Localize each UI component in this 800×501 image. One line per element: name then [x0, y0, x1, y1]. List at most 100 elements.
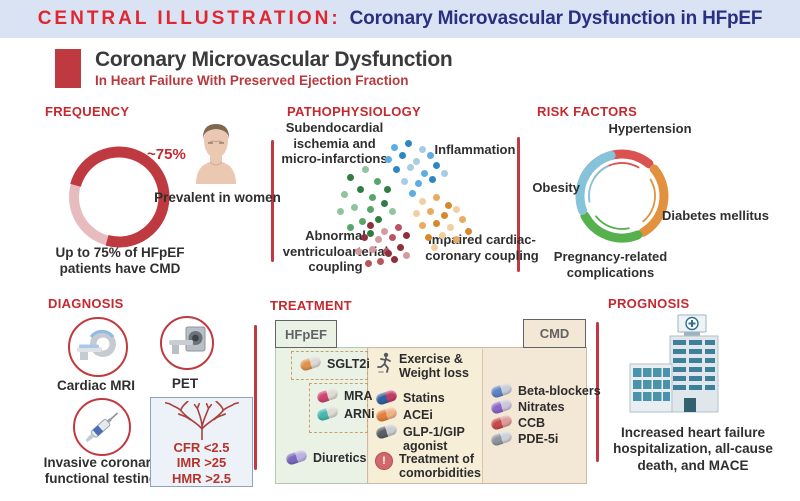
pathophysiology-dot	[395, 224, 402, 231]
pet-badge	[160, 316, 214, 370]
treatment-row-exercise: Exercise & Weight loss	[377, 352, 481, 381]
pathophysiology-dot	[403, 252, 410, 259]
risk-label-obesity: Obesity	[532, 180, 580, 195]
syringe-icon	[85, 412, 119, 443]
banner-prefix: CENTRAL ILLUSTRATION:	[37, 8, 341, 29]
comorbidities-label: Treatment of comorbidities	[399, 452, 481, 481]
treatment-row-arni: ARNi	[315, 405, 375, 422]
ccb-capsule-icon	[489, 414, 514, 431]
pathophysiology-dot	[433, 220, 440, 227]
diuretics-capsule-icon	[284, 449, 309, 466]
arni-label: ARNi	[344, 407, 375, 421]
pathophysiology-dot	[367, 222, 374, 229]
pathophysiology-dot	[433, 162, 440, 169]
pathophysiology-dot	[347, 224, 354, 231]
pathophysiology-dot	[384, 186, 391, 193]
pathophysiology-dot	[374, 178, 381, 185]
risk-label-hypertension: Hypertension	[608, 121, 692, 136]
pathophysiology-dot	[347, 174, 354, 181]
threshold-cfr: CFR <2.5	[173, 440, 230, 456]
figure-banner: CENTRAL ILLUSTRATION: Coronary Microvasc…	[0, 0, 800, 38]
pathophysiology-dot	[409, 190, 416, 197]
pathophysiology-dot	[351, 204, 358, 211]
threshold-imr: IMR >25	[176, 455, 227, 471]
pathophysiology-dot	[381, 228, 388, 235]
pathophysiology-label-inflammation: Inflammation	[434, 142, 516, 157]
mri-scanner-icon	[77, 329, 116, 360]
hospital-icon	[629, 314, 719, 413]
treatment-row-glp1: GLP-1/GIP agonist	[374, 423, 475, 454]
nitrates-label: Nitrates	[518, 400, 565, 414]
cardiac-mri-label: Cardiac MRI	[56, 378, 136, 393]
pathophysiology-dot	[355, 248, 362, 255]
risk-factors-ring	[575, 149, 669, 243]
donut-value-label: ~75%	[147, 146, 186, 163]
risk-label-diabetes: Diabetes mellitus	[662, 208, 769, 223]
cmd-tab-label: CMD	[539, 326, 570, 341]
risk-factors-heading: RISK FACTORS	[537, 104, 638, 119]
diuretics-label: Diuretics	[313, 451, 367, 465]
pathophysiology-dot	[439, 232, 446, 239]
nitrates-capsule-icon	[489, 398, 514, 415]
syringe-badge	[73, 398, 131, 456]
pathophysiology-dot	[407, 164, 414, 171]
microvasculature-icon	[164, 401, 239, 441]
person-caption: Prevalent in women	[154, 190, 281, 205]
title-accent-square	[55, 49, 81, 88]
pathophysiology-dot	[441, 212, 448, 219]
statins-label: Statins	[403, 391, 445, 405]
pathophysiology-dot	[385, 156, 392, 163]
mra-label: MRA	[344, 389, 373, 403]
divider-diagnosis-treatment	[254, 325, 257, 470]
frequency-heading: FREQUENCY	[45, 104, 130, 119]
pathophysiology-dot	[389, 234, 396, 241]
cardiac-mri-badge	[68, 317, 128, 377]
prognosis-caption: Increased heart failure hospitalization,…	[613, 425, 773, 473]
pathophysiology-dot	[391, 144, 398, 151]
pathophysiology-dot	[365, 260, 372, 267]
pathophysiology-dot	[433, 194, 440, 201]
betablockers-label: Beta-blockers	[518, 384, 601, 398]
pet-scanner-icon	[169, 326, 206, 354]
treatment-row-diuretics: Diuretics	[284, 449, 367, 466]
pde5i-capsule-icon	[489, 430, 514, 447]
pathophysiology-dot	[419, 222, 426, 229]
pet-label: PET	[171, 376, 199, 391]
glp1-label: GLP-1/GIP agonist	[403, 425, 465, 454]
pathophysiology-dot	[369, 194, 376, 201]
pathophysiology-dot	[427, 208, 434, 215]
pathophysiology-dot	[421, 170, 428, 177]
arni-capsule-icon	[315, 405, 340, 422]
treatment-row-ccb: CCB	[489, 414, 545, 431]
pathophysiology-heading: PATHOPHYSIOLOGY	[287, 104, 422, 119]
pathophysiology-dot	[367, 230, 374, 237]
treatment-row-sglt2i: SGLT2i	[298, 355, 370, 372]
treatment-row-statins: Statins	[374, 389, 445, 406]
pathophysiology-dot	[381, 200, 388, 207]
pathophysiology-dot	[447, 224, 454, 231]
frequency-caption: Up to 75% of HFpEF patients have CMD	[55, 245, 185, 277]
pathophysiology-label-cardiac-coronary: Impaired cardiac-coronary coupling	[425, 232, 539, 263]
statins-capsule-icon	[374, 389, 399, 406]
risk-label-pregnancy: Pregnancy-related complications	[553, 249, 668, 280]
pathophysiology-dot	[405, 140, 412, 147]
cmd-tab: CMD	[523, 319, 586, 348]
pathophysiology-dot	[441, 170, 448, 177]
pathophysiology-dot	[425, 234, 432, 241]
treatment-row-nitrates: Nitrates	[489, 398, 565, 415]
pathophysiology-dot	[357, 186, 364, 193]
pathophysiology-dot	[359, 218, 366, 225]
glp1-capsule-icon	[374, 423, 399, 440]
pathophysiology-dot	[445, 202, 452, 209]
pathophysiology-dot	[361, 234, 368, 241]
pathophysiology-dot	[403, 232, 410, 239]
treatment-row-mra: MRA	[315, 387, 373, 404]
acei-label: ACEi	[403, 408, 433, 422]
divider-treatment-prognosis	[596, 322, 599, 462]
hfpef-tab: HFpEF	[275, 320, 337, 348]
threshold-hmr: HMR >2.5	[172, 470, 231, 486]
exercise-label: Exercise & Weight loss	[399, 352, 469, 381]
pathophysiology-dot	[399, 152, 406, 159]
pathophysiology-label-subendocardial: Subendocardial ischemia and micro-infarc…	[281, 120, 388, 167]
